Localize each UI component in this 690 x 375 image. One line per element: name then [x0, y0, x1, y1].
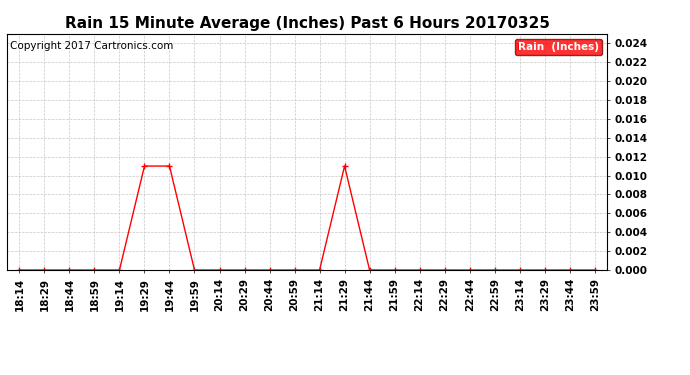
- Legend: Rain  (Inches): Rain (Inches): [515, 39, 602, 55]
- Text: Copyright 2017 Cartronics.com: Copyright 2017 Cartronics.com: [10, 41, 173, 51]
- Title: Rain 15 Minute Average (Inches) Past 6 Hours 20170325: Rain 15 Minute Average (Inches) Past 6 H…: [65, 16, 549, 31]
